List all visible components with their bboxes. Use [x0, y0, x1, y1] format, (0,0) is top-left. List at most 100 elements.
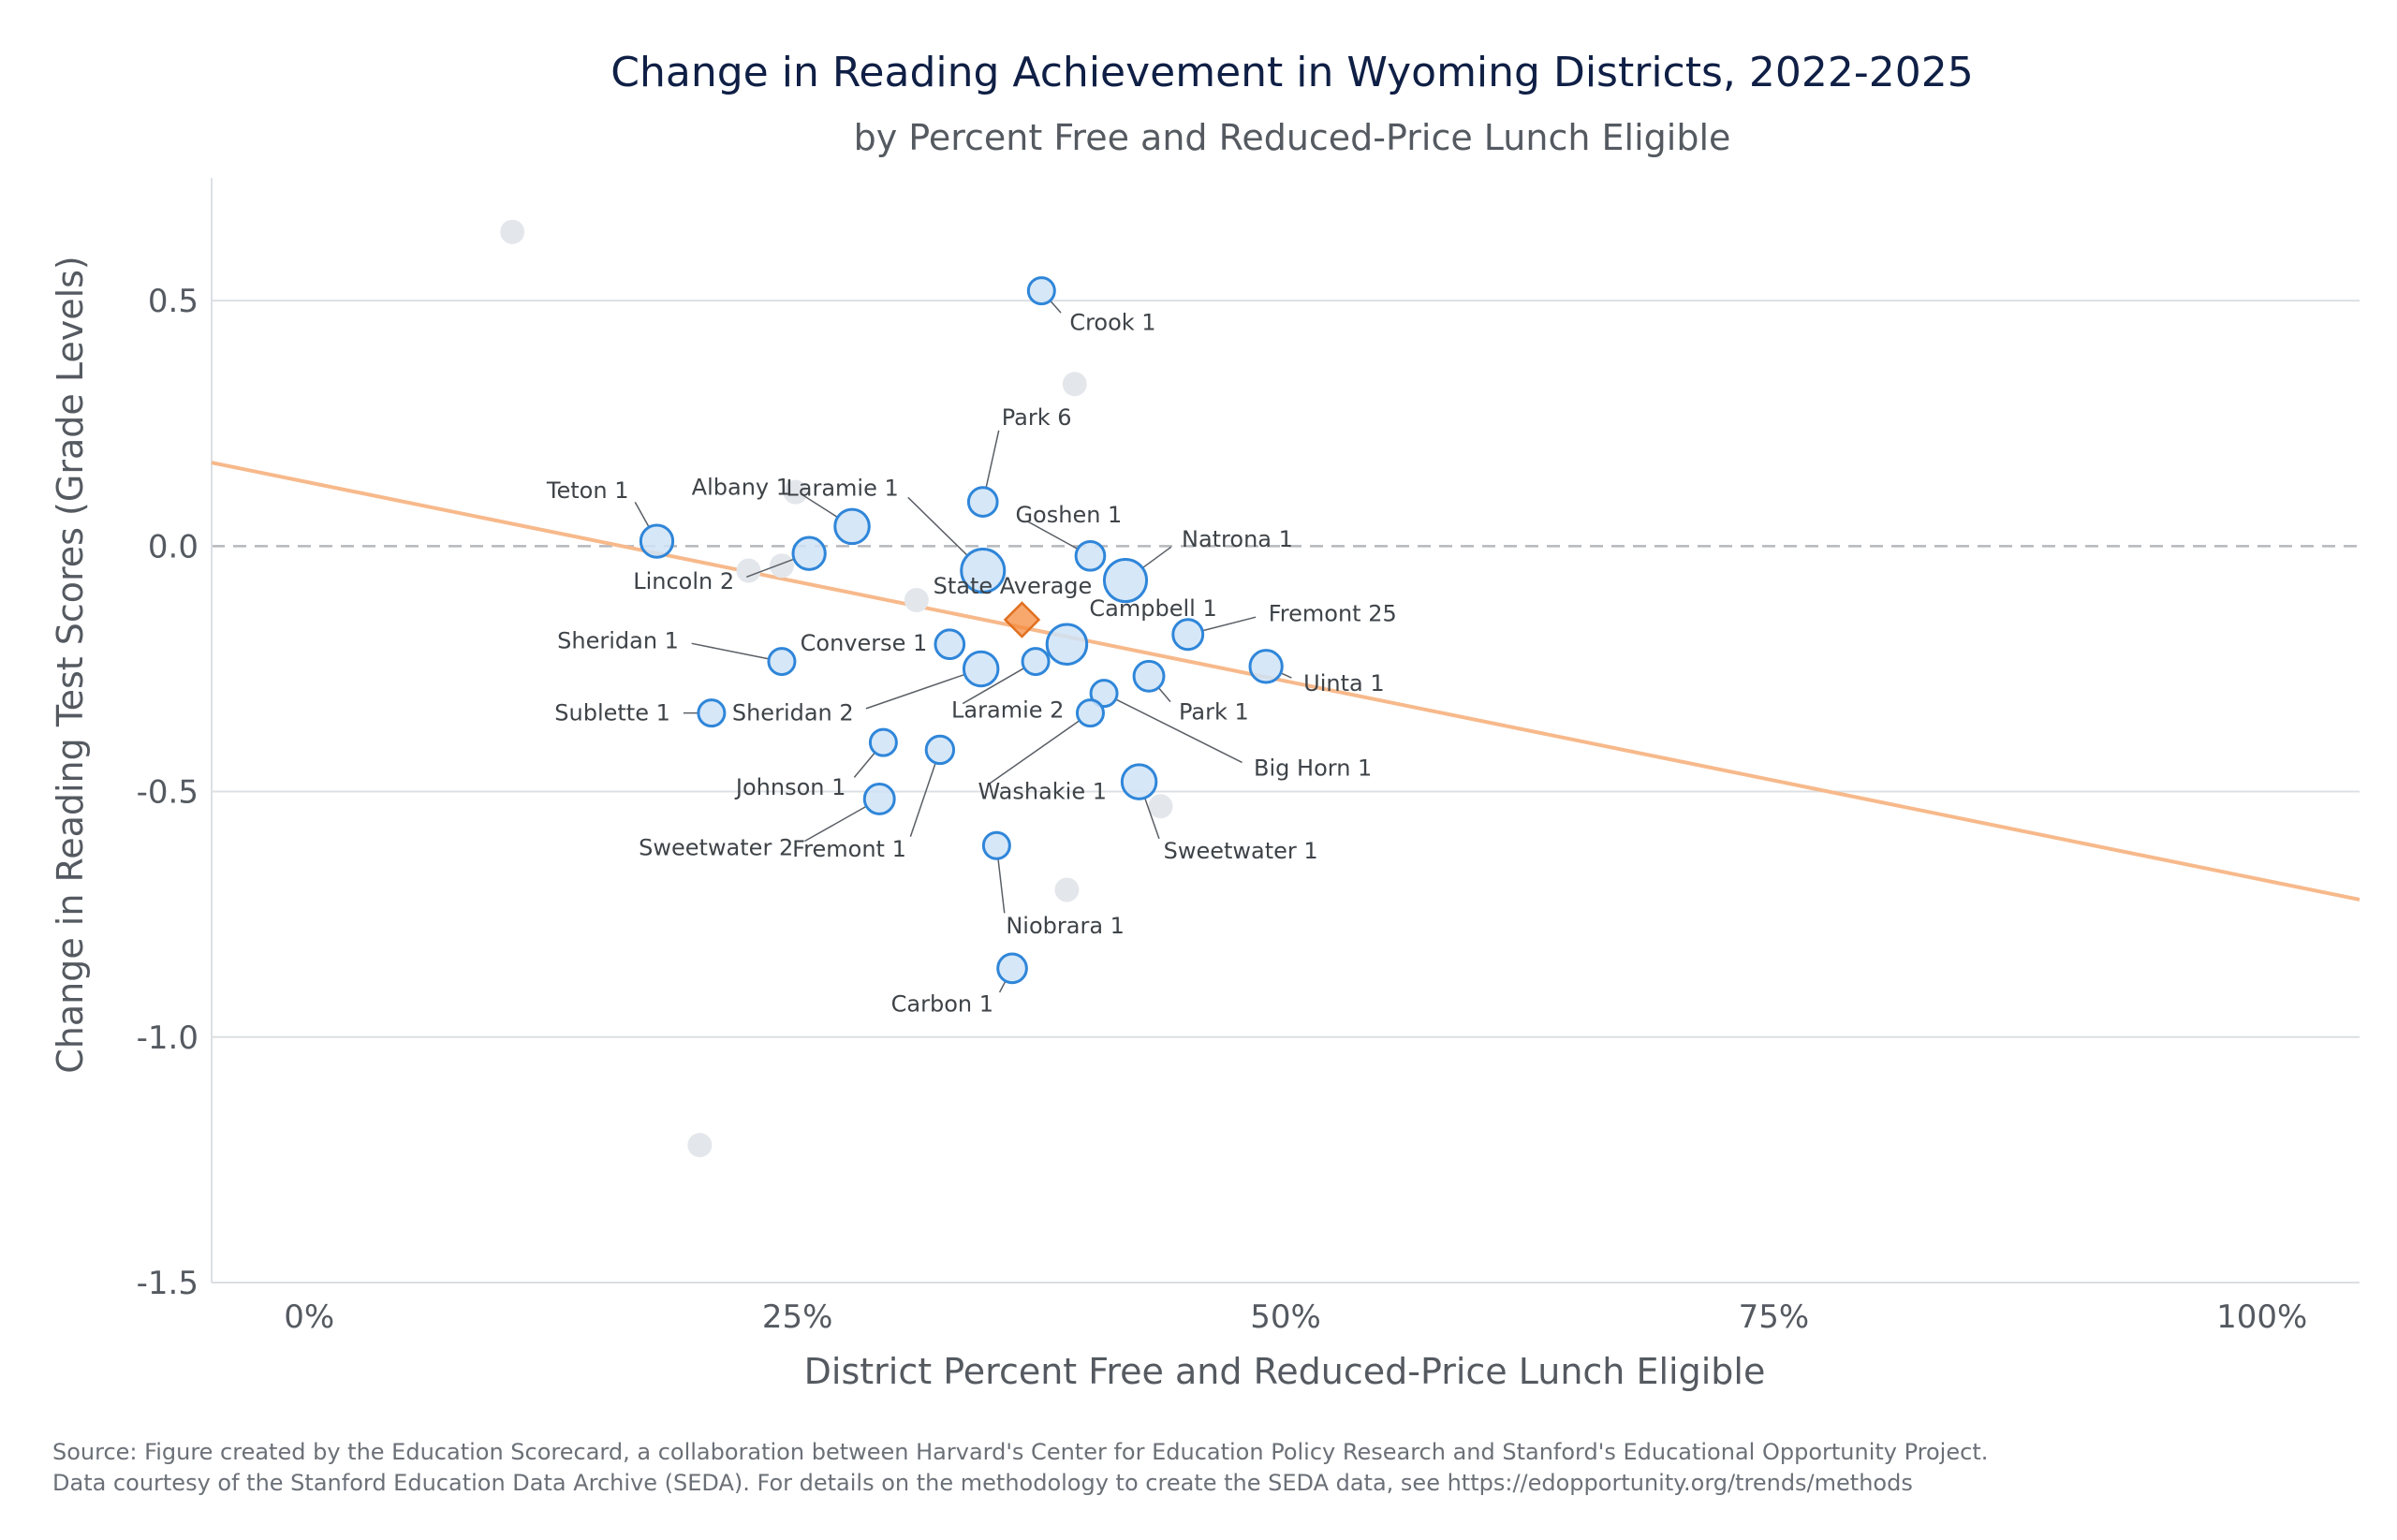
- y-tick-label: 0.5: [148, 283, 199, 320]
- district-label-washakie-1: Washakie 1: [978, 779, 1107, 805]
- district-label-sublette-1: Sublette 1: [554, 700, 670, 726]
- y-tick-label: -0.5: [137, 774, 199, 812]
- tick-labels: 0.5 0.0 -0.5 -1.0 -1.5 0% 25% 50% 75% 100%: [137, 283, 2308, 1336]
- state-average: State Average: [934, 573, 1093, 638]
- leader-line: [634, 501, 650, 528]
- leader-line: [1157, 687, 1171, 703]
- trend-line: [211, 461, 2360, 902]
- y-tick-label: -1.0: [137, 1019, 199, 1057]
- district-labels: Crook 1 Park 6 Teton 1 Albany 1 Lincoln 2 Lar…: [546, 310, 1397, 1018]
- axes: [211, 178, 2360, 1283]
- district-label-johnson-1: Johnson 1: [734, 774, 846, 800]
- chart-title: Change in Reading Achievement in Wyoming…: [610, 49, 1973, 96]
- district-point-albany-1: [833, 507, 871, 546]
- leader-line: [745, 558, 795, 578]
- leader-line: [962, 667, 1025, 705]
- x-axis-label: District Percent Free and Reduced-Price …: [804, 1351, 1766, 1392]
- district-point-fremont-25: [1171, 618, 1205, 652]
- district-point-sweetwater-1: [1120, 763, 1158, 800]
- district-point-sublette-1: [697, 698, 727, 728]
- source-line-2: Data courtesy of the Stanford Education …: [52, 1470, 1913, 1496]
- district-label-natrona-1: Natrona 1: [1182, 526, 1293, 552]
- district-label-sweetwater-2: Sweetwater 2: [639, 834, 793, 860]
- source-line-1: Source: Figure created by the Education …: [52, 1439, 1989, 1465]
- x-tick-label: 100%: [2216, 1298, 2307, 1336]
- leader-line: [1143, 798, 1160, 840]
- x-tick-label: 50%: [1250, 1298, 1321, 1336]
- district-label-fremont-25: Fremont 25: [1269, 601, 1397, 627]
- leader-line: [998, 980, 1007, 993]
- leader-line: [804, 805, 867, 843]
- district-label-sheridan-1: Sheridan 1: [557, 628, 679, 654]
- district-point-park-6: [966, 486, 999, 518]
- district-label-teton-1: Teton 1: [546, 477, 629, 504]
- district-label-lincoln-2: Lincoln 2: [633, 568, 734, 594]
- other-districts: [500, 219, 1173, 1158]
- district-label-albany-1: Albany 1: [692, 474, 790, 500]
- district-label-fremont-1: Fremont 1: [792, 836, 906, 862]
- district-point-big-horn-1: [1089, 679, 1119, 709]
- district-point-crook-1: [1026, 276, 1056, 306]
- x-tick-label: 25%: [762, 1298, 833, 1336]
- leader-line: [801, 493, 839, 519]
- leader-line: [988, 720, 1081, 785]
- district-point-fremont-1: [924, 734, 956, 766]
- district-point-natrona-1: [1102, 557, 1149, 604]
- other-district-point: [904, 588, 929, 613]
- district-label-converse-1: Converse 1: [801, 630, 928, 656]
- state-average-marker: [1003, 601, 1041, 638]
- source-note: Source: Figure created by the Education …: [52, 1437, 2356, 1499]
- district-point-sheridan-2: [962, 650, 1000, 688]
- district-point-park-1: [1132, 659, 1166, 693]
- district-point-uinta-1: [1248, 649, 1284, 684]
- gridlines: [212, 300, 2360, 1038]
- leader-line: [907, 496, 968, 557]
- district-label-park-6: Park 6: [1002, 404, 1072, 431]
- district-point-carbon-1: [996, 952, 1028, 985]
- leader-line: [1115, 698, 1243, 764]
- district-label-uinta-1: Uinta 1: [1303, 670, 1384, 697]
- other-district-point: [736, 558, 761, 583]
- district-label-carbon-1: Carbon 1: [891, 990, 993, 1017]
- leader-line: [1202, 616, 1257, 632]
- district-point-laramie-1: [960, 548, 1007, 594]
- x-tick-label: 75%: [1739, 1298, 1810, 1336]
- chart-subtitle: by Percent Free and Reduced-Price Lunch …: [854, 117, 1731, 158]
- state-average-label: State Average: [934, 573, 1093, 599]
- other-district-point: [1148, 794, 1173, 819]
- district-label-crook-1: Crook 1: [1069, 310, 1155, 336]
- label-leaders: [634, 300, 1292, 993]
- district-point-sheridan-1: [767, 647, 797, 677]
- y-tick-label: 0.0: [148, 528, 199, 565]
- y-tick-label: -1.5: [137, 1265, 199, 1302]
- leader-line: [909, 762, 936, 837]
- district-point-teton-1: [639, 523, 675, 559]
- district-label-sheridan-2: Sheridan 2: [732, 699, 854, 726]
- district-label-laramie-2: Laramie 2: [951, 697, 1064, 724]
- leader-line: [1141, 546, 1172, 569]
- district-label-park-1: Park 1: [1179, 698, 1249, 725]
- district-label-big-horn-1: Big Horn 1: [1254, 755, 1372, 782]
- district-label-campbell-1: Campbell 1: [1089, 595, 1216, 622]
- leader-line: [1026, 520, 1079, 550]
- district-point-converse-1: [934, 628, 966, 661]
- other-district-point: [1054, 877, 1080, 902]
- district-label-niobrara-1: Niobrara 1: [1006, 913, 1125, 939]
- y-axis-label: Change in Reading Test Scores (Grade Lev…: [50, 256, 91, 1074]
- district-point-campbell-1: [1045, 623, 1089, 666]
- district-point-washakie-1: [1075, 698, 1105, 728]
- leader-line: [691, 642, 770, 660]
- other-district-point: [769, 553, 794, 579]
- leader-line: [997, 858, 1006, 914]
- other-district-point: [783, 479, 808, 505]
- other-district-point: [1062, 372, 1087, 397]
- leader-line: [865, 673, 965, 710]
- district-point-niobrara-1: [981, 830, 1011, 860]
- labeled-districts: [639, 276, 1284, 985]
- leader-line: [1050, 300, 1062, 314]
- district-point-goshen-1: [1074, 539, 1107, 572]
- x-tick-label: 0%: [284, 1298, 334, 1336]
- district-label-laramie-1: Laramie 1: [786, 476, 898, 502]
- district-point-lincoln-2: [791, 535, 827, 571]
